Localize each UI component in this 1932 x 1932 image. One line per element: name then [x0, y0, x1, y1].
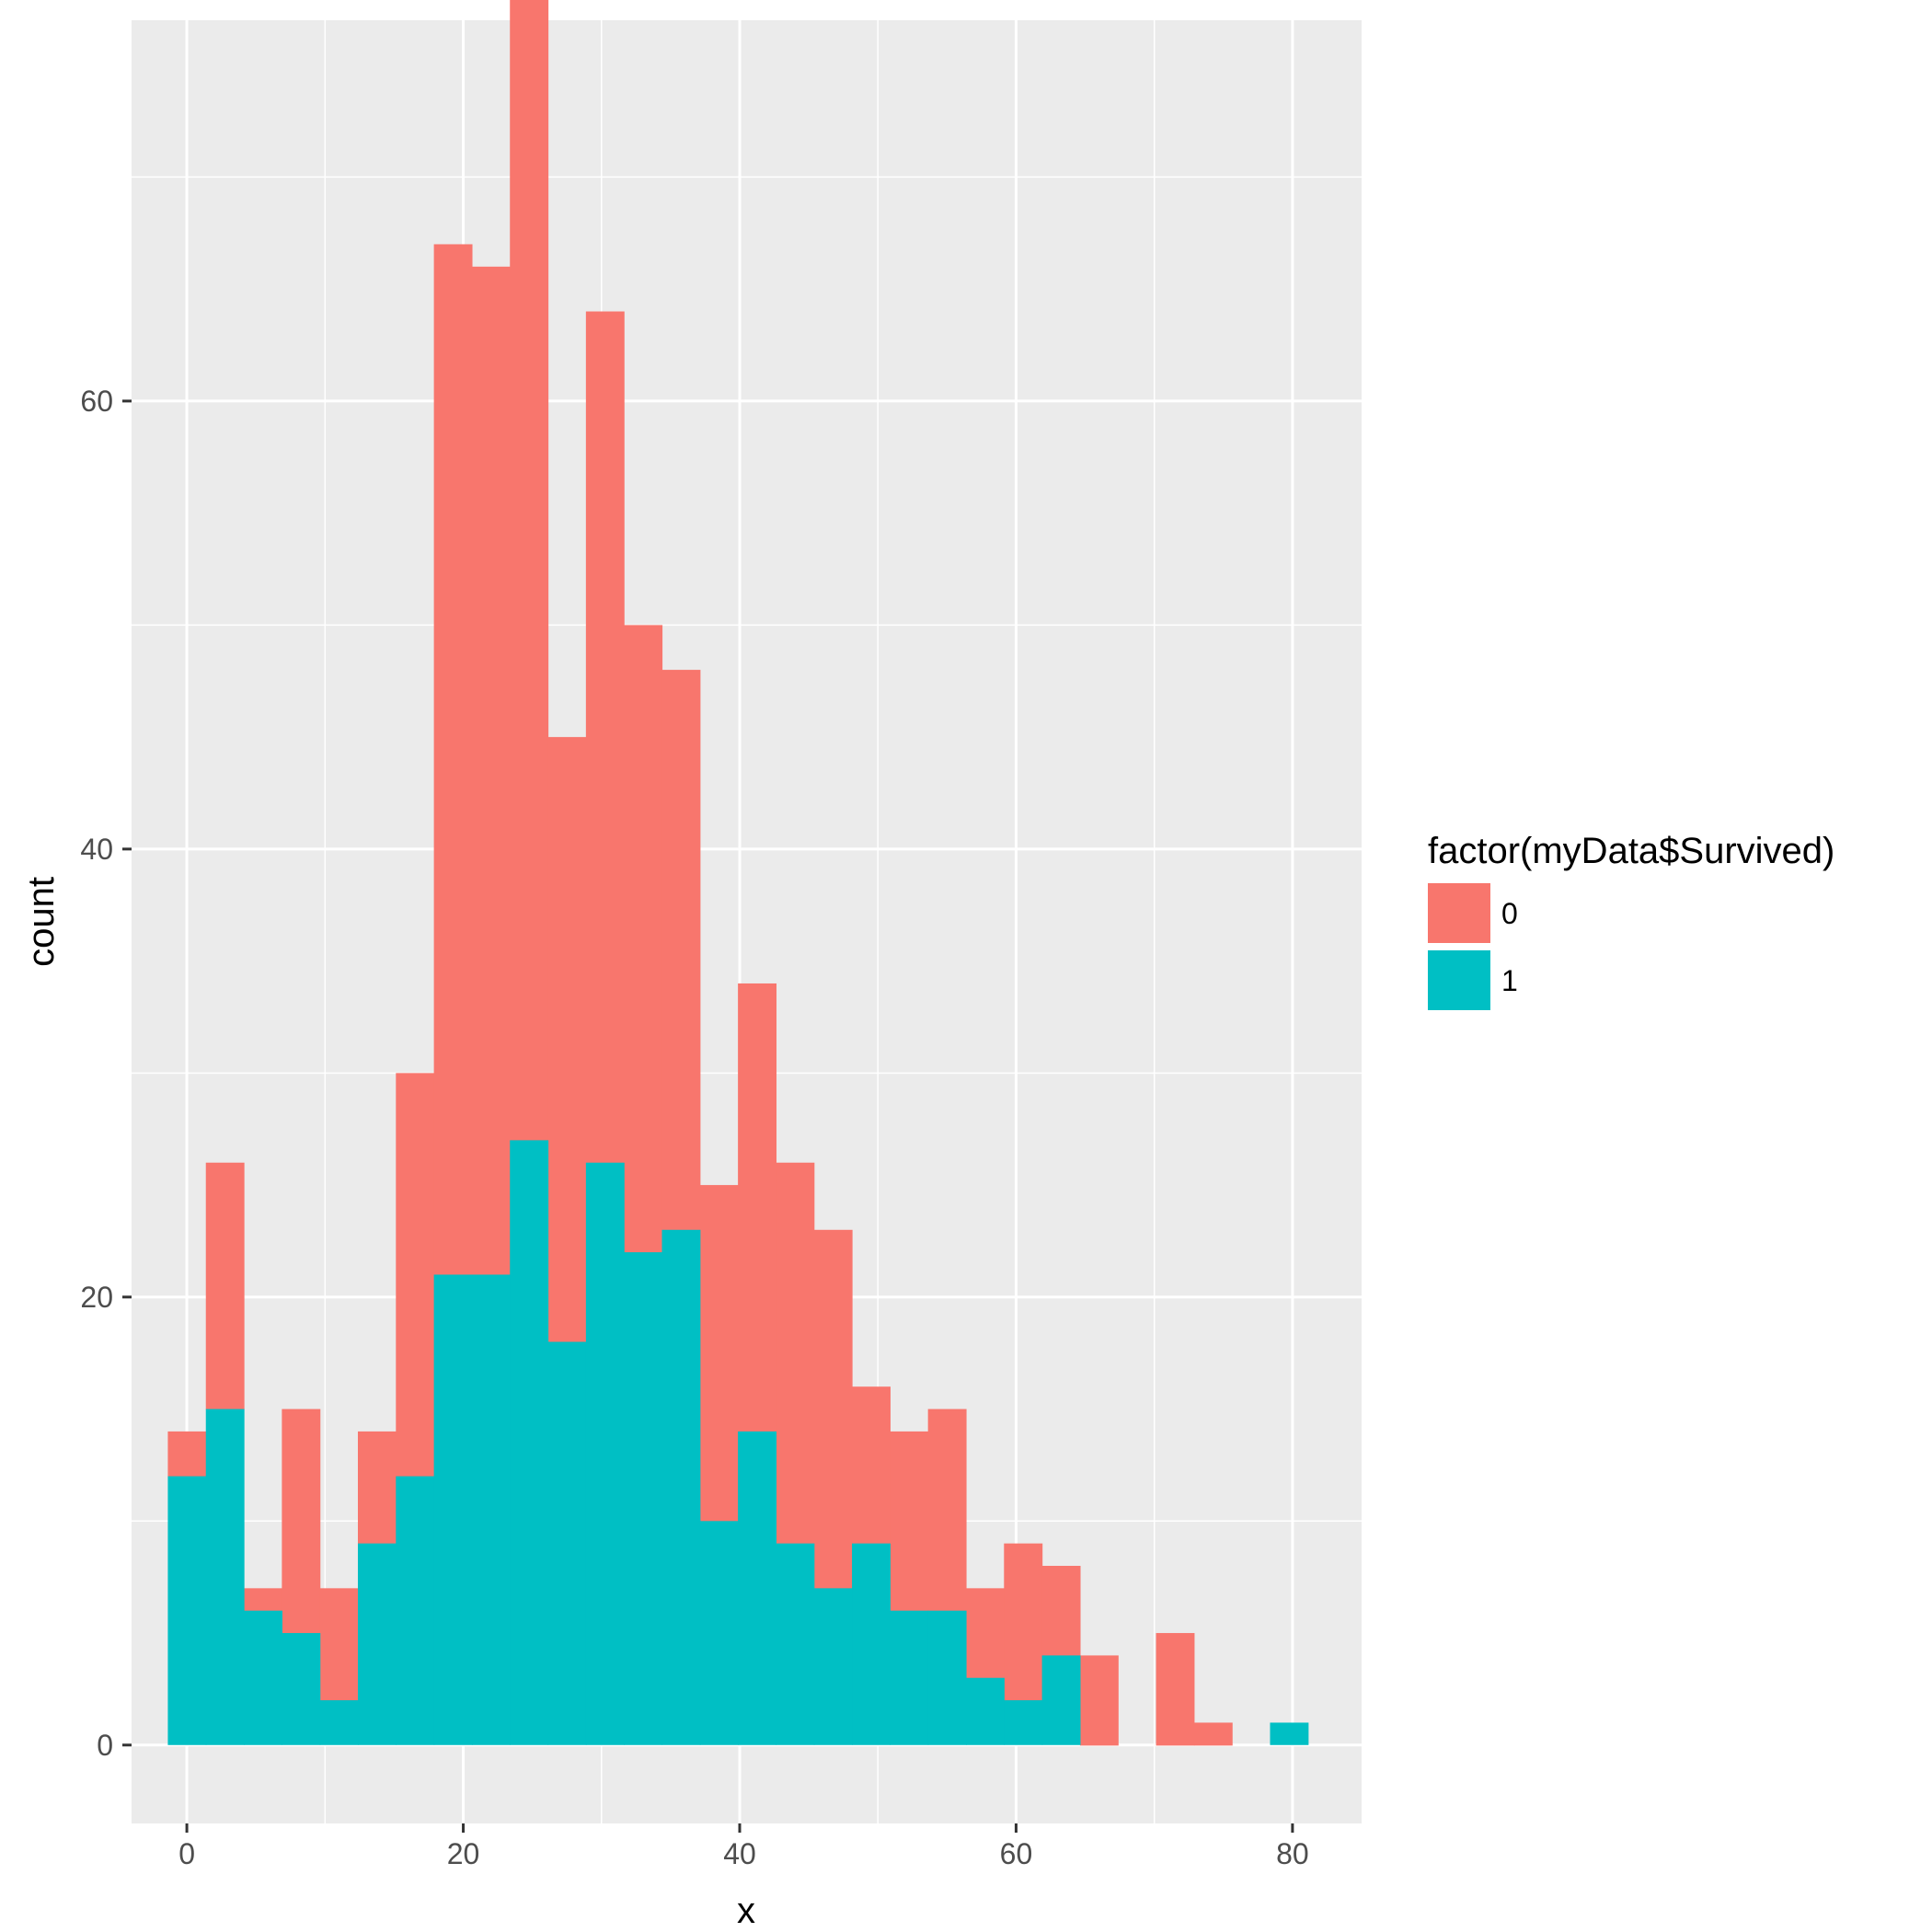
bar-series-1: [319, 1700, 359, 1745]
bar-series-1: [738, 1431, 777, 1745]
bar-series-0: [1079, 1655, 1119, 1746]
bar-series-1: [471, 1274, 511, 1745]
legend-key-0: [1428, 883, 1490, 943]
bar-series-1: [927, 1610, 967, 1745]
x-axis-ticks: 0 20 40 60 80: [178, 1823, 1309, 1870]
bar-series-0: [624, 625, 663, 1253]
y-tick-label: 40: [80, 833, 113, 866]
bar-series-1: [776, 1543, 815, 1745]
x-axis-title: x: [737, 1891, 755, 1931]
bar-series-0: [927, 1409, 967, 1612]
bar-series-0: [699, 1185, 739, 1522]
x-tick-label: 80: [1276, 1837, 1309, 1870]
bar-series-0: [1004, 1543, 1043, 1701]
bar-series-0: [167, 1431, 207, 1478]
bar-series-0: [244, 1588, 282, 1612]
bar-series-1: [852, 1543, 891, 1745]
bar-series-1: [357, 1543, 397, 1745]
bar-series-0: [585, 311, 625, 1164]
bar-series-1: [699, 1521, 739, 1745]
bar-series-1: [965, 1677, 1005, 1745]
y-axis-ticks: 0 20 40 60: [80, 385, 132, 1762]
bar-series-0: [205, 1162, 245, 1410]
legend-title: factor(myData$Survived): [1428, 831, 1834, 871]
x-tick-label: 0: [178, 1837, 195, 1870]
bar-series-0: [890, 1431, 929, 1612]
y-tick-label: 0: [97, 1729, 113, 1762]
bar-series-1: [244, 1610, 282, 1745]
legend-label-1: 1: [1501, 964, 1518, 997]
bar-series-0: [661, 670, 701, 1231]
bar-series-0: [738, 983, 777, 1432]
legend-label-0: 0: [1501, 897, 1518, 930]
y-tick-label: 60: [80, 385, 113, 418]
bar-series-0: [965, 1588, 1005, 1679]
bar-series-0: [471, 266, 511, 1276]
bar-series-0: [1156, 1633, 1195, 1746]
bar-series-1: [890, 1610, 929, 1745]
series-0-bars: [167, 0, 1233, 1746]
bar-series-0: [357, 1431, 397, 1545]
bar-series-1: [1004, 1700, 1043, 1745]
bar-series-0: [1041, 1566, 1081, 1656]
bar-series-1: [396, 1476, 435, 1745]
bar-series-1: [813, 1588, 853, 1745]
bar-series-0: [813, 1229, 853, 1589]
x-tick-label: 60: [1000, 1837, 1033, 1870]
bar-series-1: [167, 1476, 207, 1745]
bar-series-0: [510, 0, 549, 1141]
bar-series-1: [433, 1274, 473, 1745]
bar-series-1: [1041, 1655, 1081, 1745]
bar-series-0: [433, 244, 473, 1276]
bar-series-1: [282, 1633, 321, 1745]
bar-series-0: [852, 1386, 891, 1545]
bar-series-1: [205, 1409, 245, 1745]
bar-series-0: [776, 1162, 815, 1545]
x-tick-label: 20: [447, 1837, 480, 1870]
y-tick-label: 20: [80, 1281, 113, 1314]
legend: factor(myData$Survived) 0 1: [1428, 831, 1834, 1010]
bar-series-0: [1193, 1722, 1233, 1746]
bar-series-1: [585, 1162, 625, 1745]
bar-series-1: [1270, 1722, 1309, 1745]
legend-key-1: [1428, 950, 1490, 1010]
bar-series-1: [510, 1140, 549, 1745]
bar-series-1: [624, 1252, 663, 1745]
bar-series-0: [396, 1073, 435, 1478]
bar-series-1: [547, 1341, 587, 1745]
bar-series-1: [661, 1229, 701, 1745]
bar-series-0: [547, 737, 587, 1343]
series-1-bars: [167, 1140, 1309, 1745]
bar-series-0: [282, 1409, 321, 1634]
bar-series-0: [319, 1588, 359, 1701]
y-axis-title: count: [21, 877, 62, 967]
x-tick-label: 40: [723, 1837, 756, 1870]
